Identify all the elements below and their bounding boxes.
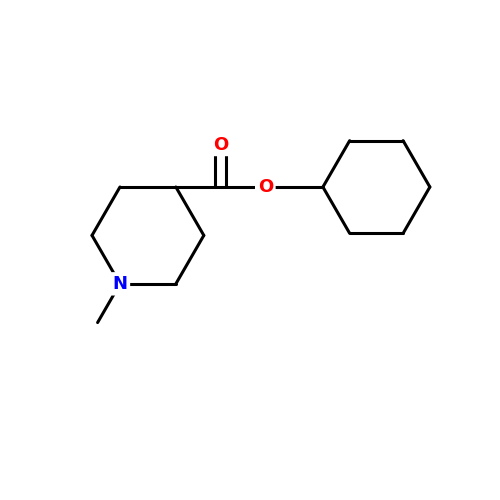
- Text: N: N: [112, 275, 128, 293]
- Text: O: O: [213, 136, 228, 154]
- Text: O: O: [258, 178, 273, 196]
